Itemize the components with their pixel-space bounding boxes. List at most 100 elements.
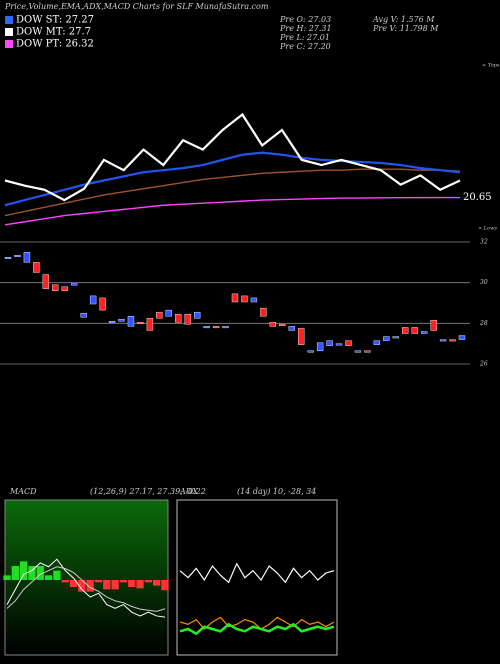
- y-tick-label: 28: [479, 320, 488, 327]
- candle: [137, 322, 144, 325]
- candle: [203, 326, 210, 329]
- series-line: [4, 151, 461, 207]
- candle: [260, 307, 267, 317]
- candle: [458, 335, 466, 340]
- adx-panel: [176, 499, 338, 656]
- series-line: [4, 168, 461, 217]
- candle: [449, 339, 456, 342]
- candle: [212, 326, 220, 329]
- candle: [307, 350, 314, 353]
- hist-bar: [61, 580, 69, 583]
- panel-label: MACD: [9, 487, 37, 496]
- hist-bar: [53, 570, 61, 580]
- candle: [383, 336, 390, 341]
- hist-bar: [128, 580, 136, 587]
- candle: [71, 283, 78, 286]
- candle: [241, 295, 248, 303]
- y-tick-label: 26: [479, 361, 488, 368]
- candle: [411, 327, 418, 334]
- candle: [118, 319, 125, 322]
- candle: [288, 326, 295, 331]
- series-line: [179, 562, 335, 584]
- candle: [61, 286, 68, 292]
- candle: [108, 321, 116, 323]
- hist-bar: [94, 580, 103, 583]
- candle: [231, 293, 239, 303]
- candle: [127, 316, 135, 327]
- candle: [146, 318, 154, 331]
- candle: [80, 312, 87, 318]
- hist-bar: [153, 580, 161, 586]
- stat: Pre L: 27.01: [279, 33, 330, 42]
- hist-bar: [28, 566, 36, 580]
- legend-swatch: [5, 40, 13, 48]
- legend-label: DOW MT: 27.7: [16, 27, 91, 38]
- candle: [42, 274, 50, 289]
- stat: Pre H: 27.31: [279, 24, 332, 33]
- candle: [165, 309, 172, 317]
- series-line: [179, 622, 335, 636]
- candle: [279, 324, 286, 327]
- legend-label: DOW PT: 26.32: [16, 39, 94, 50]
- hist-bar: [119, 580, 128, 583]
- candle: [250, 297, 258, 303]
- candle: [316, 342, 324, 351]
- candle: [184, 313, 191, 325]
- hist-bar: [136, 580, 144, 589]
- panel-params: (12,26,9) 27.17, 27.39, -0.22: [90, 487, 206, 496]
- candle: [99, 297, 106, 311]
- panel-params: (14 day) 10, -28, 34: [237, 487, 316, 496]
- legend-swatch: [5, 28, 13, 36]
- candle: [23, 251, 31, 263]
- candle: [4, 257, 12, 259]
- candle: [354, 350, 362, 353]
- legend-swatch: [5, 16, 13, 24]
- candle: [373, 340, 381, 345]
- stat: Pre V: 11.798 M: [372, 24, 439, 33]
- candle: [52, 284, 59, 292]
- candle: [89, 295, 97, 305]
- lows-label: < Lows: [478, 226, 497, 232]
- candle: [326, 340, 333, 346]
- y-tick-label: 30: [480, 279, 488, 286]
- stat: Avg V: 1.576 M: [372, 15, 435, 24]
- candle: [33, 262, 40, 273]
- series-line: [6, 558, 166, 618]
- hist-bar: [36, 566, 44, 580]
- y-tick-label: 32: [480, 239, 488, 246]
- series-line: [4, 112, 461, 202]
- candle: [175, 313, 182, 323]
- legend-label: DOW ST: 27.27: [16, 15, 94, 26]
- candle: [193, 311, 201, 319]
- tops-label: < Tops: [482, 63, 500, 69]
- candle: [222, 326, 229, 329]
- last-label: 20.65: [463, 192, 492, 203]
- candle: [298, 328, 305, 345]
- stat: Pre O: 27.03: [279, 15, 331, 24]
- candle: [156, 311, 163, 319]
- hist-bar: [86, 580, 94, 592]
- candle: [335, 343, 343, 346]
- panel-label: ADX: [179, 487, 198, 496]
- candle: [392, 336, 399, 339]
- series-line: [6, 566, 166, 612]
- hist-bar: [3, 575, 11, 580]
- series-line: [4, 196, 460, 226]
- candle: [14, 255, 21, 257]
- hist-bar: [161, 580, 169, 591]
- candle: [430, 320, 437, 331]
- candle: [420, 331, 428, 334]
- candle: [402, 327, 409, 334]
- candle: [439, 339, 447, 342]
- hist-bar: [11, 566, 19, 580]
- hist-bar: [111, 580, 119, 590]
- hist-bar: [144, 580, 153, 583]
- chart-title: Price,Volume,EMA,ADX,MACD Charts for SLF…: [4, 2, 269, 11]
- hist-bar: [78, 580, 86, 592]
- hist-bar: [19, 561, 28, 580]
- stat: Pre C: 27.20: [279, 42, 331, 51]
- candle: [269, 322, 277, 327]
- candle: [345, 340, 352, 346]
